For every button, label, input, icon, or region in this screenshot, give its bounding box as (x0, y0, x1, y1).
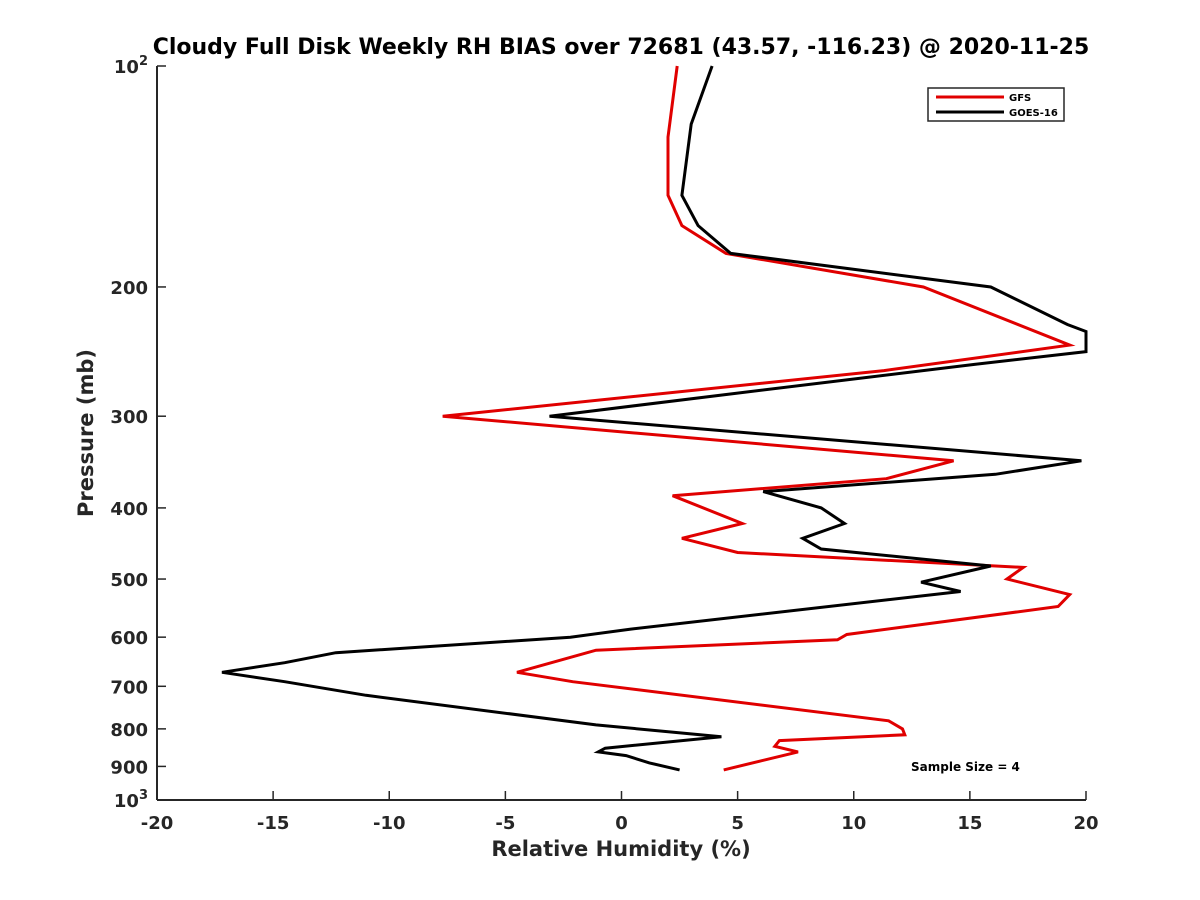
y-tick-label: 200 (110, 278, 148, 299)
legend-box (927, 87, 1065, 122)
x-axis-label: Relative Humidity (%) (491, 837, 750, 861)
y-tick-label: 500 (110, 570, 148, 591)
series-line-gfs (442, 65, 1076, 772)
y-tick-label: 400 (110, 499, 148, 520)
series-layer (221, 65, 1088, 772)
y-tick-label: 800 (110, 720, 148, 741)
x-tick-label: 10 (841, 813, 866, 834)
y-axis-label: Pressure (mb) (74, 349, 98, 517)
y-tick-label: 300 (110, 407, 148, 428)
x-tick-label: -15 (257, 813, 290, 834)
legend-label-goes16: GOES-16 (1009, 108, 1058, 119)
y-tick-label: 700 (110, 677, 148, 698)
y-tick-label: 600 (110, 628, 148, 649)
x-tick-label: 20 (1073, 813, 1098, 834)
x-tick-label: 5 (731, 813, 744, 834)
x-tick-label: -5 (495, 813, 515, 834)
y-tick-exponent: 3 (139, 788, 148, 803)
x-tick-label: 0 (615, 813, 628, 834)
y-tick-label: 102 (114, 54, 148, 78)
series-line-goes16 (221, 65, 1088, 772)
y-tick-label: 900 (110, 757, 148, 778)
legend-label-gfs: GFS (1009, 93, 1031, 104)
y-tick-exponent: 2 (139, 54, 148, 69)
x-tick-label: 15 (957, 813, 982, 834)
y-tick-base: 10 (114, 791, 139, 812)
x-ticks: -20 -15 -10 -5 0 5 10 15 20 (141, 791, 1099, 834)
x-tick-label: -10 (373, 813, 406, 834)
y-tick-label: 103 (114, 788, 148, 812)
sample-size-annotation: Sample Size = 4 (911, 760, 1020, 774)
x-tick-label: -20 (141, 813, 174, 834)
legend: GFS GOES-16 (927, 87, 1065, 122)
y-tick-base: 10 (114, 57, 139, 78)
chart-title: Cloudy Full Disk Weekly RH BIAS over 726… (153, 35, 1090, 60)
